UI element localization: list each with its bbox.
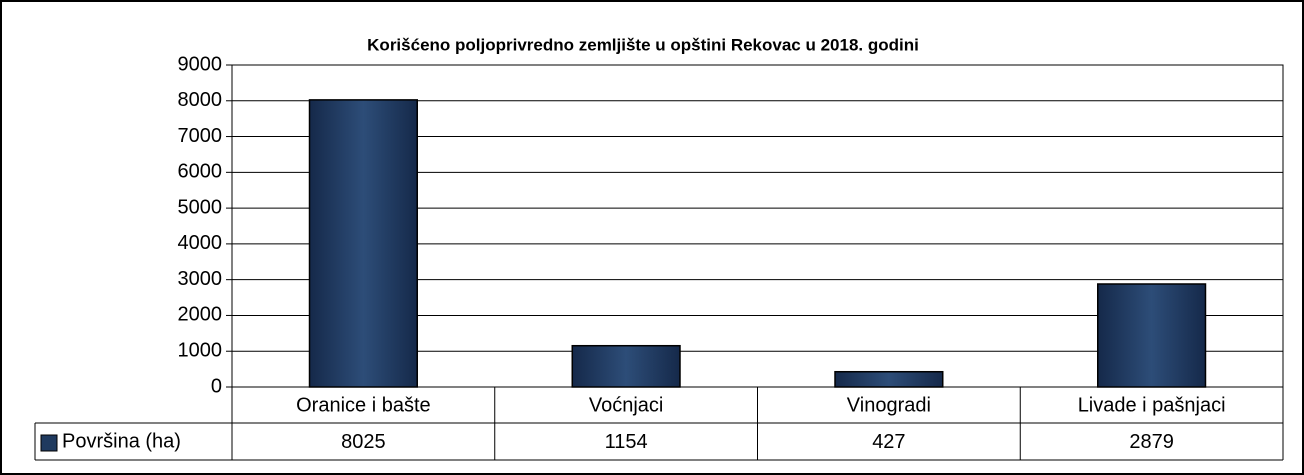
chart-title: Korišćeno poljoprivredno zemljište u opš… [367,35,919,54]
x-tick-label: Livade i pašnjaci [1078,394,1226,416]
y-tick-label: 5000 [178,196,223,218]
y-tick-label: 0 [211,375,222,397]
legend-key [40,434,58,452]
legend-label: Površina (ha) [62,430,181,452]
bar [571,344,681,388]
table-value: 8025 [341,431,386,453]
y-tick-label: 6000 [178,161,223,183]
x-tick-label: Vinogradi [847,394,931,416]
table-value: 427 [872,431,905,453]
y-tick-label: 9000 [178,53,223,75]
y-tick-label: 2000 [178,304,223,326]
table-value: 1154 [605,431,648,453]
bar [308,99,418,388]
x-tick-label: Voćnjaci [589,394,664,416]
bar [834,370,944,388]
table-value: 2879 [1129,431,1174,453]
y-tick-label: 4000 [178,232,223,254]
y-tick-label: 8000 [178,89,223,111]
bar [1097,283,1207,388]
x-tick-label: Oranice i bašte [296,394,431,416]
y-tick-label: 7000 [178,125,223,147]
y-tick-label: 1000 [178,340,223,362]
y-tick-label: 3000 [178,268,223,290]
